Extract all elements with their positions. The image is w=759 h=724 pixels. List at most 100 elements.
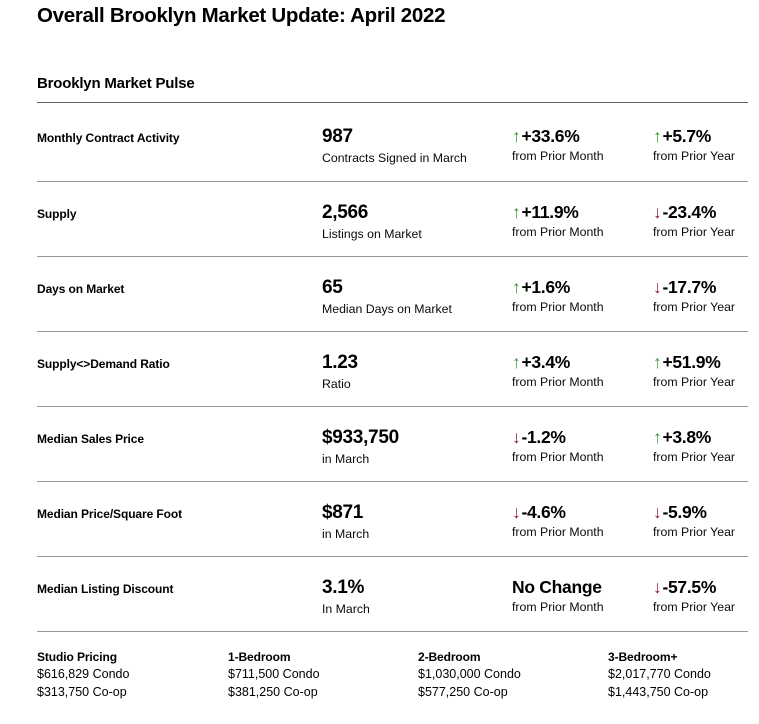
up-arrow-icon: ↑ bbox=[512, 202, 521, 222]
change-value: +33.6% bbox=[521, 126, 580, 146]
change-prior-year: ↓-5.9% from Prior Year bbox=[653, 503, 748, 556]
metric-label: Supply bbox=[37, 207, 77, 221]
change-prior-month: ↓-1.2% from Prior Month bbox=[512, 428, 653, 481]
up-arrow-icon: ↑ bbox=[512, 277, 521, 297]
change-value: +3.4% bbox=[521, 352, 571, 372]
pricing-column-header: 2-Bedroom bbox=[418, 650, 481, 664]
metric-value: $871 bbox=[322, 502, 364, 523]
metric-label: Median Sales Price bbox=[37, 432, 144, 446]
change-caption: from Prior Month bbox=[512, 300, 604, 315]
change-value: +51.9% bbox=[662, 352, 721, 372]
condo-price: $616,829 Condo bbox=[37, 667, 130, 681]
up-arrow-icon: ↑ bbox=[512, 352, 521, 372]
change-caption: from Prior Month bbox=[512, 225, 604, 240]
change-caption: from Prior Year bbox=[653, 149, 736, 164]
up-arrow-icon: ↑ bbox=[653, 427, 662, 447]
pricing-column: Studio Pricing $616,829 Condo $313,750 C… bbox=[37, 650, 228, 700]
metric-value-cell: $933,750 in March bbox=[322, 428, 512, 481]
metric-row: Supply 2,566 Listings on Market ↑+11.9% … bbox=[37, 182, 748, 257]
section-title: Brooklyn Market Pulse bbox=[37, 75, 748, 103]
metric-value-caption: Ratio bbox=[322, 376, 351, 391]
down-arrow-icon: ↓ bbox=[653, 277, 662, 297]
change-prior-year: ↓-17.7% from Prior Year bbox=[653, 278, 748, 331]
change-prior-year: ↑+51.9% from Prior Year bbox=[653, 353, 748, 406]
pricing-column-header: 3-Bedroom+ bbox=[608, 650, 678, 664]
up-arrow-icon: ↑ bbox=[653, 126, 662, 146]
coop-price: $313,750 Co-op bbox=[37, 685, 127, 699]
metric-value-caption: Listings on Market bbox=[322, 226, 422, 241]
up-arrow-icon: ↑ bbox=[512, 126, 521, 146]
metric-row: Days on Market 65 Median Days on Market … bbox=[37, 257, 748, 332]
change-value: -23.4% bbox=[662, 202, 717, 222]
pricing-column: 2-Bedroom $1,030,000 Condo $577,250 Co-o… bbox=[418, 650, 608, 700]
down-arrow-icon: ↓ bbox=[512, 427, 521, 447]
down-arrow-icon: ↓ bbox=[653, 502, 662, 522]
change-caption: from Prior Month bbox=[512, 450, 604, 465]
metric-row: Supply<>Demand Ratio 1.23 Ratio ↑+3.4% f… bbox=[37, 332, 748, 407]
coop-price: $1,443,750 Co-op bbox=[608, 685, 709, 699]
metric-value: 1.23 bbox=[322, 352, 358, 373]
page-title: Overall Brooklyn Market Update: April 20… bbox=[37, 4, 446, 27]
down-arrow-icon: ↓ bbox=[653, 577, 662, 597]
metric-row: Median Price/Square Foot $871 in March ↓… bbox=[37, 482, 748, 557]
metric-label: Supply<>Demand Ratio bbox=[37, 357, 170, 371]
change-caption: from Prior Year bbox=[653, 375, 736, 390]
metric-value-cell: 2,566 Listings on Market bbox=[322, 203, 512, 256]
change-caption: from Prior Year bbox=[653, 600, 736, 615]
condo-price: $1,030,000 Condo bbox=[418, 667, 521, 681]
change-value: -1.2% bbox=[521, 427, 566, 447]
metric-value: 2,566 bbox=[322, 202, 369, 223]
market-report-page: Overall Brooklyn Market Update: April 20… bbox=[0, 4, 759, 700]
change-prior-month: ↑+1.6% from Prior Month bbox=[512, 278, 653, 331]
down-arrow-icon: ↓ bbox=[653, 202, 662, 222]
metric-value-cell: 987 Contracts Signed in March bbox=[322, 127, 512, 181]
metric-value-cell: $871 in March bbox=[322, 503, 512, 556]
metric-label: Median Price/Square Foot bbox=[37, 507, 182, 521]
change-value: -17.7% bbox=[662, 277, 717, 297]
market-pulse-table: Monthly Contract Activity 987 Contracts … bbox=[37, 103, 748, 632]
metric-value-cell: 3.1% In March bbox=[322, 578, 512, 631]
change-caption: from Prior Month bbox=[512, 525, 604, 540]
metric-value-caption: Contracts Signed in March bbox=[322, 150, 467, 165]
metric-value: $933,750 bbox=[322, 427, 399, 448]
change-prior-year: ↑+3.8% from Prior Year bbox=[653, 428, 748, 481]
change-value: +1.6% bbox=[521, 277, 571, 297]
metric-value: 3.1% bbox=[322, 577, 365, 598]
pricing-column-header: 1-Bedroom bbox=[228, 650, 291, 664]
metric-value-caption: In March bbox=[322, 601, 370, 616]
pricing-column: 3-Bedroom+ $2,017,770 Condo $1,443,750 C… bbox=[608, 650, 748, 700]
change-caption: from Prior Month bbox=[512, 149, 604, 164]
change-value: +3.8% bbox=[662, 427, 712, 447]
metric-value: 987 bbox=[322, 126, 353, 147]
metric-value-cell: 65 Median Days on Market bbox=[322, 278, 512, 331]
condo-price: $711,500 Condo bbox=[228, 667, 320, 681]
change-prior-year: ↓-57.5% from Prior Year bbox=[653, 578, 748, 631]
pricing-column: 1-Bedroom $711,500 Condo $381,250 Co-op bbox=[228, 650, 418, 700]
change-prior-month: ↑+3.4% from Prior Month bbox=[512, 353, 653, 406]
change-caption: from Prior Year bbox=[653, 450, 736, 465]
change-prior-month: ↑+33.6% from Prior Month bbox=[512, 127, 653, 181]
change-prior-year: ↓-23.4% from Prior Year bbox=[653, 203, 748, 256]
condo-price: $2,017,770 Condo bbox=[608, 667, 711, 681]
change-caption: from Prior Month bbox=[512, 375, 604, 390]
change-value: -57.5% bbox=[662, 577, 717, 597]
metric-label: Median Listing Discount bbox=[37, 582, 174, 596]
metric-row: Median Sales Price $933,750 in March ↓-1… bbox=[37, 407, 748, 482]
change-value: No Change bbox=[512, 577, 602, 597]
metric-value-caption: in March bbox=[322, 526, 370, 541]
change-prior-month: ↑+11.9% from Prior Month bbox=[512, 203, 653, 256]
coop-price: $577,250 Co-op bbox=[418, 685, 508, 699]
change-value: +5.7% bbox=[662, 126, 712, 146]
change-prior-month: No Change from Prior Month bbox=[512, 578, 653, 631]
change-value: -5.9% bbox=[662, 502, 707, 522]
metric-label: Monthly Contract Activity bbox=[37, 131, 180, 145]
change-value: +11.9% bbox=[521, 202, 579, 222]
change-caption: from Prior Year bbox=[653, 225, 736, 240]
pricing-column-header: Studio Pricing bbox=[37, 650, 117, 664]
change-caption: from Prior Year bbox=[653, 525, 736, 540]
metric-value: 65 bbox=[322, 277, 343, 298]
metric-value-caption: in March bbox=[322, 451, 370, 466]
change-prior-month: ↓-4.6% from Prior Month bbox=[512, 503, 653, 556]
change-caption: from Prior Month bbox=[512, 600, 604, 615]
coop-price: $381,250 Co-op bbox=[228, 685, 318, 699]
